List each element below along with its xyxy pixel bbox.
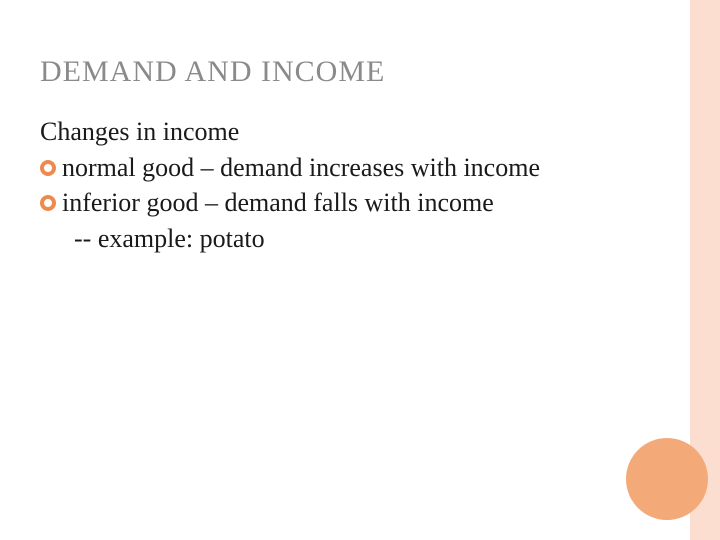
bullet-ring-icon	[40, 195, 56, 211]
intro-line: Changes in income	[40, 117, 680, 147]
slide-title: DEMAND AND INCOME	[40, 55, 680, 89]
bullet-item: inferior good – demand falls with income	[40, 186, 680, 219]
sub-line: -- example: potato	[74, 222, 680, 255]
bullet-text: inferior good – demand falls with income	[62, 186, 680, 219]
bullet-ring-icon	[40, 160, 56, 176]
slide: DEMAND AND INCOME Changes in income norm…	[0, 0, 720, 540]
corner-circle-icon	[626, 438, 708, 520]
bullet-item: normal good – demand increases with inco…	[40, 151, 680, 184]
bullet-text: normal good – demand increases with inco…	[62, 151, 680, 184]
